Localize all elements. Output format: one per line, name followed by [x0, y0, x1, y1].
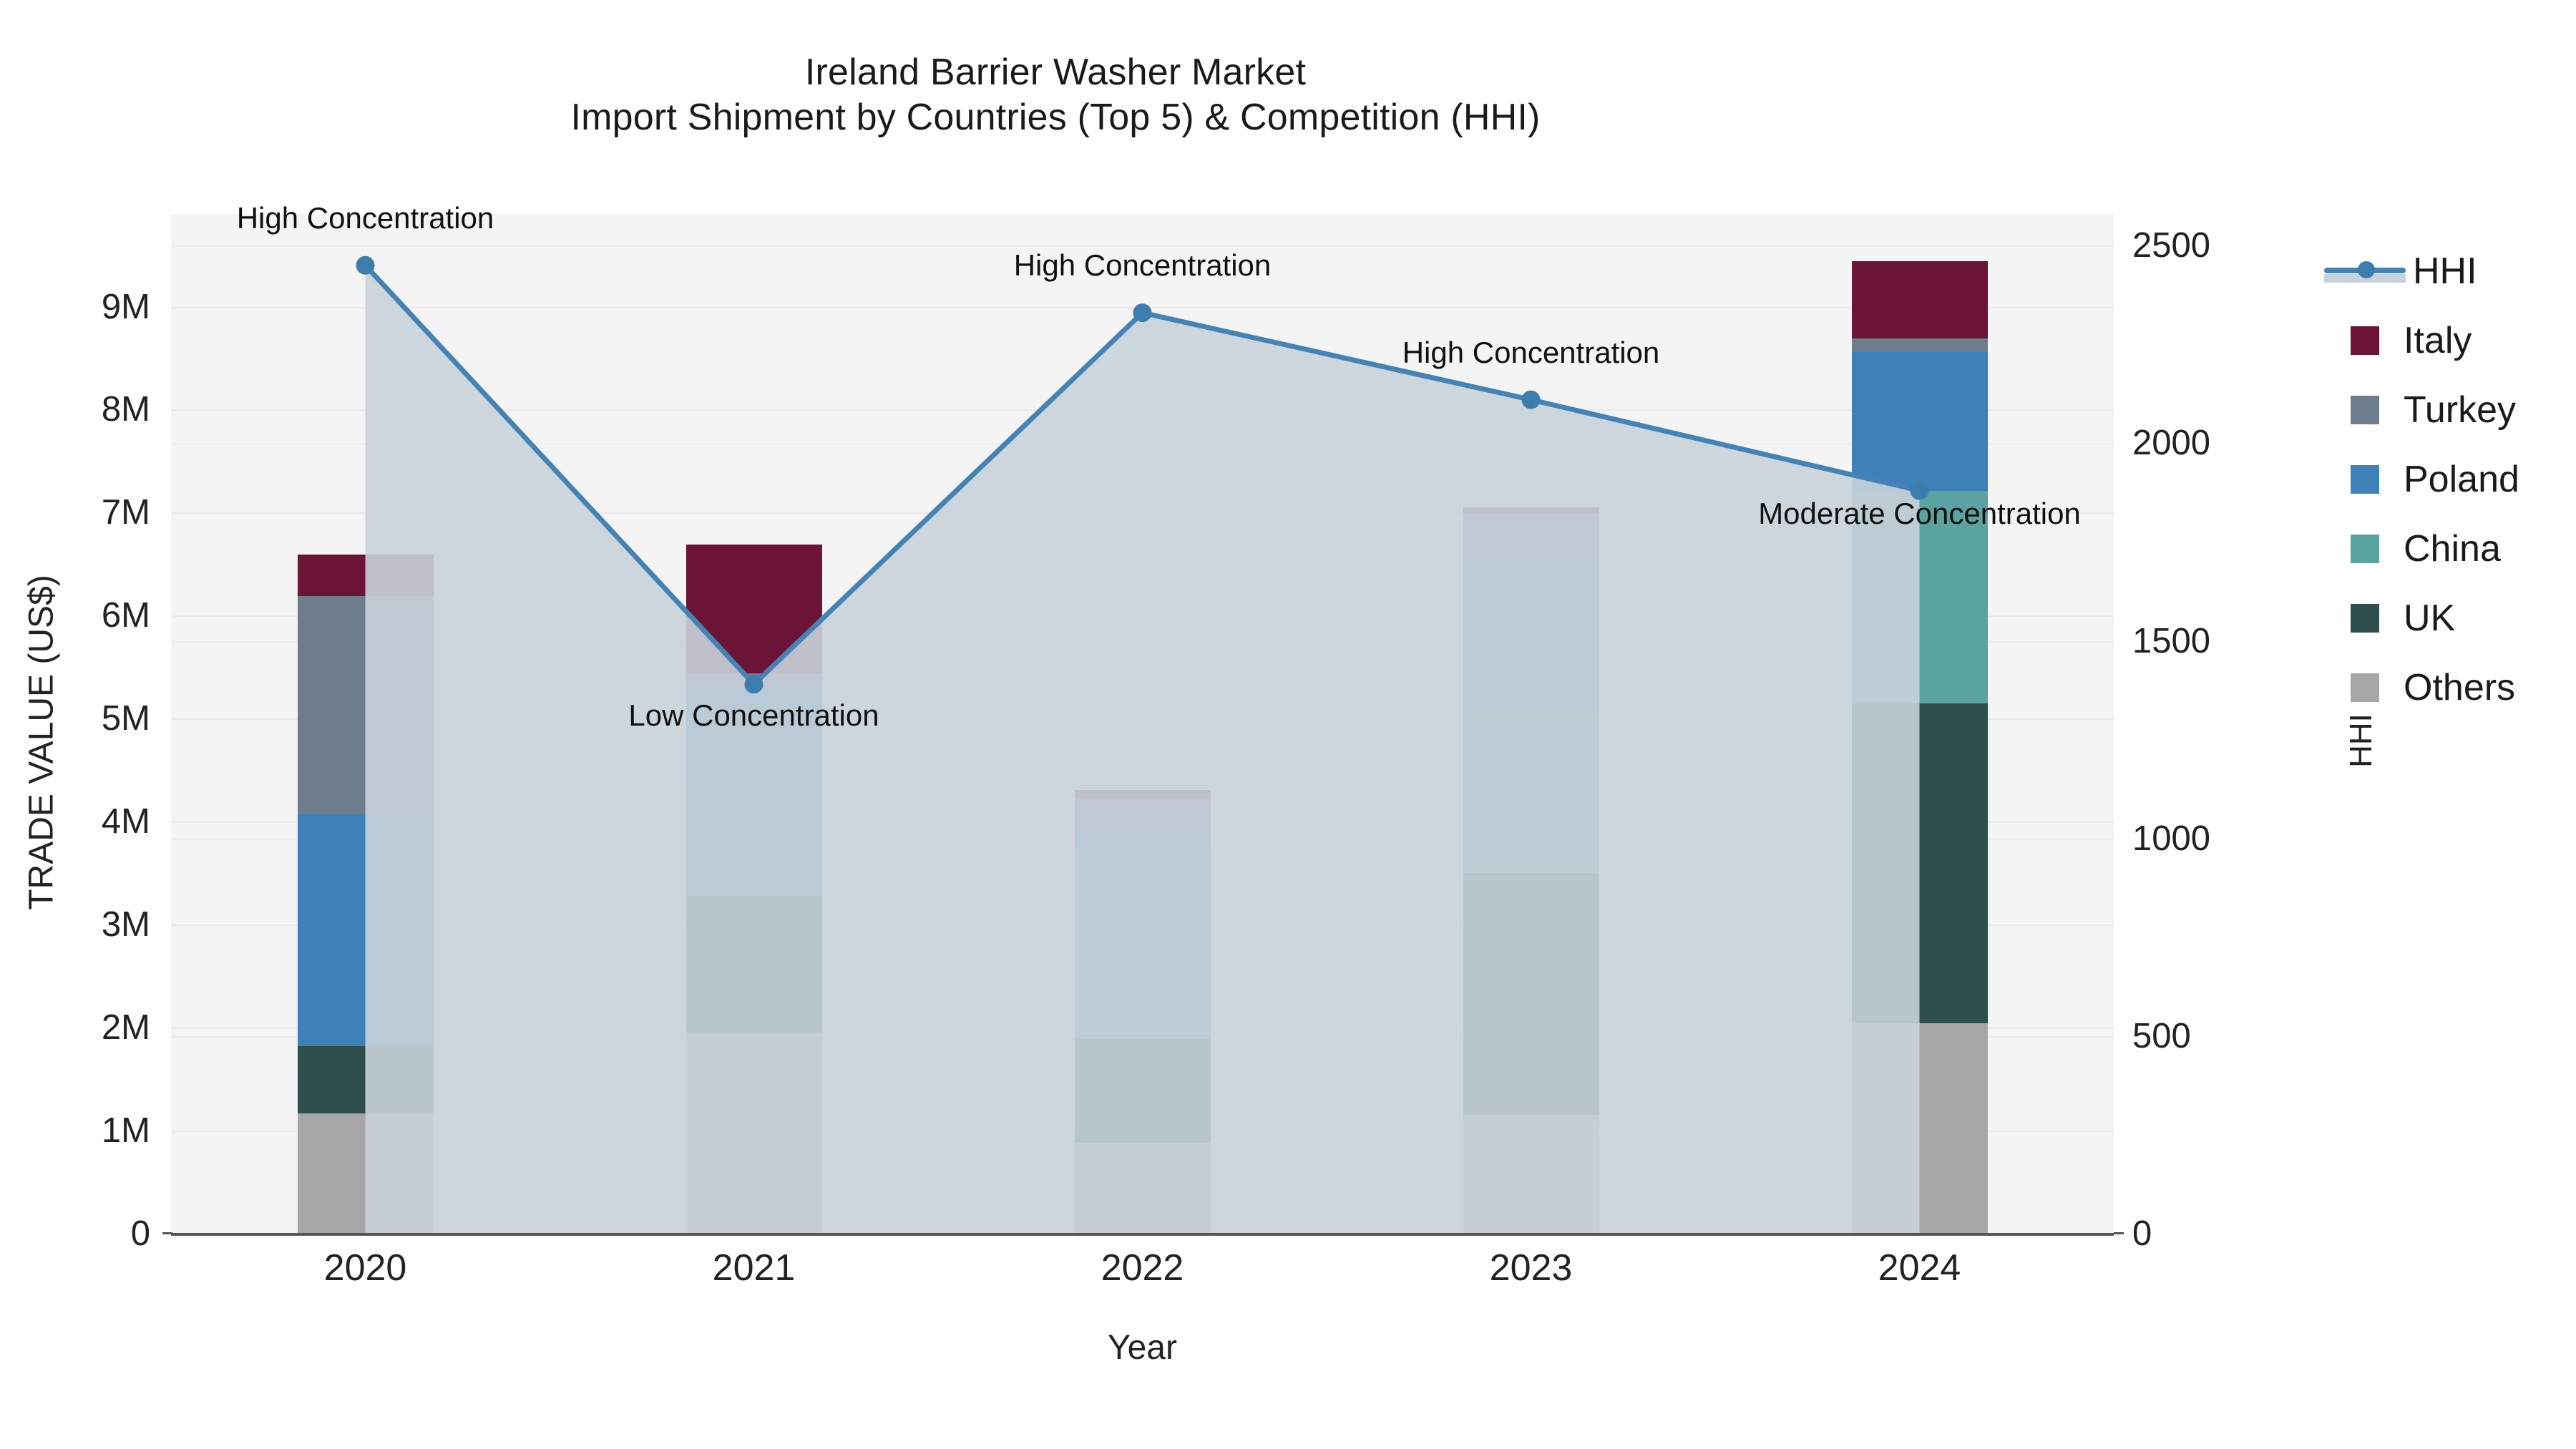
- bar-segment-uk[interactable]: [1851, 703, 1988, 1024]
- x-tick-2023: 2023: [1489, 1247, 1573, 1289]
- legend-swatch-icon: [2351, 464, 2379, 494]
- plot-area: [171, 214, 2114, 1234]
- y-tick-right: 0: [2132, 1214, 2152, 1253]
- bar-segment-china[interactable]: [1074, 848, 1211, 1039]
- legend-item-uk[interactable]: UK: [2324, 583, 2567, 653]
- y-tick-left: 7M: [101, 493, 150, 532]
- legend-item-hhi[interactable]: HHI: [2324, 236, 2567, 306]
- bar-segment-others[interactable]: [686, 1033, 822, 1234]
- legend-item-italy[interactable]: Italy: [2324, 306, 2567, 375]
- hhi-annotation-2024: Moderate Concentration: [1758, 496, 2081, 530]
- bar-segment-turkey[interactable]: [1851, 338, 1988, 352]
- bar-segment-poland[interactable]: [1463, 559, 1599, 712]
- legend-label: Italy: [2404, 319, 2472, 361]
- legend-item-china[interactable]: China: [2324, 514, 2567, 583]
- x-tick-2021: 2021: [712, 1247, 796, 1289]
- y-tick-right: 1000: [2132, 819, 2211, 858]
- legend-line-marker-icon: [2324, 257, 2406, 286]
- legend-item-poland[interactable]: Poland: [2324, 444, 2567, 514]
- y-tick-left: 4M: [101, 802, 150, 841]
- x-tick-2022: 2022: [1101, 1247, 1184, 1289]
- legend-swatch-icon: [2351, 395, 2379, 424]
- x-axis-line: [171, 1233, 2114, 1236]
- y-tick-left: 6M: [101, 596, 150, 635]
- bar-segment-italy[interactable]: [1851, 261, 1988, 339]
- y-tick-left: 3M: [101, 905, 150, 945]
- chart-subtitle: Import Shipment by Countries (Top 5) & C…: [570, 97, 1541, 139]
- hhi-annotation-2021: Low Concentration: [628, 698, 879, 733]
- legend-label: HHI: [2413, 250, 2477, 292]
- bar-2020[interactable]: [297, 214, 434, 1234]
- y-tick-left: 9M: [101, 287, 150, 326]
- bar-segment-china[interactable]: [686, 782, 822, 896]
- bar-segment-italy[interactable]: [686, 545, 822, 673]
- y-axis-left-zero-tick: [162, 1232, 172, 1234]
- y-tick-right: 1500: [2132, 621, 2211, 660]
- y-tick-right: 500: [2132, 1016, 2191, 1055]
- y-tick-left: 0: [130, 1214, 150, 1253]
- hhi-annotation-2022: High Concentration: [1013, 248, 1272, 283]
- legend-swatch-icon: [2351, 534, 2379, 563]
- legend-label: Poland: [2404, 458, 2519, 500]
- x-tick-2024: 2024: [1878, 1247, 1961, 1289]
- y-axis-right-zero-tick: [2114, 1232, 2124, 1234]
- x-axis-title: Year: [1108, 1329, 1177, 1367]
- legend-swatch-icon: [2351, 603, 2379, 633]
- bar-segment-turkey[interactable]: [297, 596, 434, 815]
- legend-swatch-icon: [2351, 673, 2379, 702]
- legend-label: Others: [2404, 666, 2516, 708]
- bar-segment-poland[interactable]: [1074, 829, 1211, 849]
- bar-segment-others[interactable]: [297, 1113, 434, 1234]
- y-tick-right: 2000: [2132, 424, 2211, 463]
- legend-item-turkey[interactable]: Turkey: [2324, 375, 2567, 444]
- bar-segment-uk[interactable]: [1074, 1038, 1211, 1143]
- bar-segment-others[interactable]: [1074, 1143, 1211, 1234]
- gridline-secondary: [171, 245, 2114, 248]
- legend-swatch-icon: [2351, 326, 2379, 355]
- bar-2024[interactable]: [1851, 214, 1988, 1234]
- bar-segment-poland[interactable]: [297, 814, 434, 1047]
- y-tick-right: 2500: [2132, 226, 2211, 265]
- bar-segment-uk[interactable]: [1463, 873, 1599, 1116]
- bar-segment-china[interactable]: [1463, 711, 1599, 874]
- y-axis-left-title: TRADE VALUE (US$): [22, 575, 61, 910]
- legend-item-others[interactable]: Others: [2324, 653, 2567, 722]
- bar-2022[interactable]: [1074, 214, 1211, 1234]
- y-tick-left: 1M: [101, 1111, 150, 1151]
- chart-title: Ireland Barrier Washer Market: [804, 52, 1307, 93]
- legend-label: China: [2404, 527, 2501, 570]
- bar-segment-italy[interactable]: [1074, 789, 1211, 799]
- y-tick-left: 8M: [101, 390, 150, 429]
- x-tick-2020: 2020: [323, 1247, 407, 1289]
- bar-segment-turkey[interactable]: [686, 673, 822, 687]
- chart-title-block: Ireland Barrier Washer Market Import Shi…: [0, 50, 2111, 141]
- legend-label: UK: [2404, 597, 2456, 639]
- bar-segment-uk[interactable]: [297, 1046, 434, 1113]
- legend: HHI Italy Turkey Poland China UK Others: [2324, 236, 2567, 722]
- y-tick-left: 5M: [101, 699, 150, 738]
- bar-segment-turkey[interactable]: [1463, 513, 1599, 560]
- bar-segment-turkey[interactable]: [1074, 799, 1211, 830]
- bar-segment-italy[interactable]: [1463, 507, 1599, 514]
- bar-segment-others[interactable]: [1851, 1023, 1988, 1234]
- legend-label: Turkey: [2404, 389, 2516, 431]
- bar-segment-poland[interactable]: [1851, 351, 1988, 492]
- hhi-annotation-2023: High Concentration: [1402, 335, 1660, 369]
- y-tick-left: 2M: [101, 1008, 150, 1048]
- hhi-annotation-2020: High Concentration: [236, 200, 494, 235]
- bar-segment-others[interactable]: [1463, 1115, 1599, 1234]
- bar-segment-uk[interactable]: [686, 895, 822, 1033]
- bar-segment-italy[interactable]: [297, 555, 434, 597]
